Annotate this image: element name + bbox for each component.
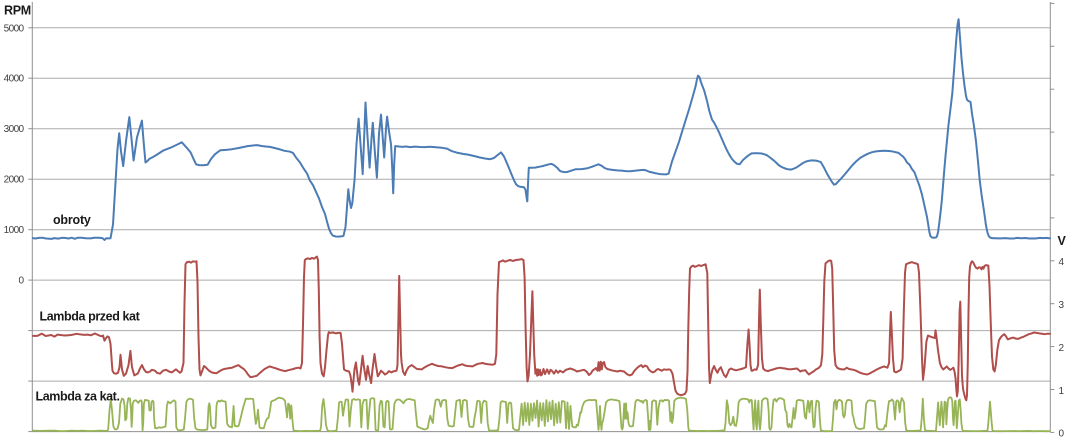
svg-text:0: 0: [19, 276, 25, 287]
svg-text:Lambda za kat.: Lambda za kat.: [36, 390, 120, 404]
svg-text:V: V: [1058, 234, 1067, 248]
svg-text:4000: 4000: [4, 74, 25, 85]
svg-text:obroty: obroty: [53, 213, 91, 227]
svg-text:4: 4: [1059, 257, 1065, 268]
svg-text:5000: 5000: [4, 23, 25, 34]
svg-text:2000: 2000: [4, 175, 25, 186]
svg-text:1: 1: [1059, 386, 1065, 397]
svg-text:3: 3: [1059, 300, 1065, 311]
svg-text:1000: 1000: [4, 225, 25, 236]
svg-text:3000: 3000: [4, 124, 25, 135]
svg-text:0: 0: [1059, 429, 1065, 440]
svg-text:RPM: RPM: [4, 4, 31, 18]
svg-text:2: 2: [1059, 343, 1065, 354]
svg-text:Lambda przed kat: Lambda przed kat: [40, 310, 141, 324]
